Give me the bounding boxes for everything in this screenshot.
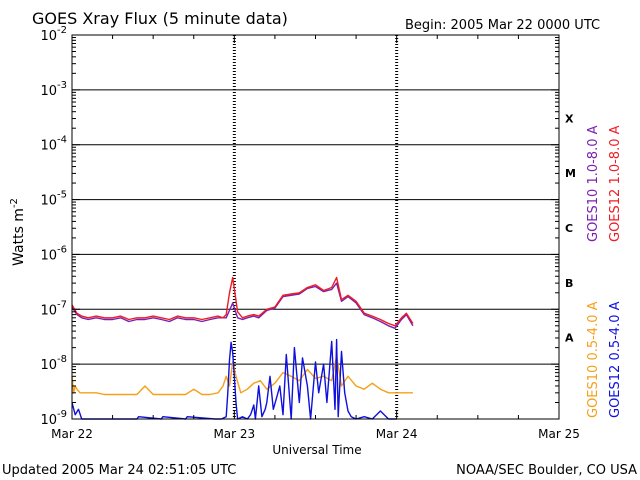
credit-text: NOAA/SEC Boulder, CO USA — [456, 463, 637, 478]
y-axis-label-exponent: -2 — [9, 198, 20, 208]
plot-frame — [71, 34, 560, 420]
y-tick-label: 10-2 — [40, 25, 67, 44]
chart-title: GOES Xray Flux (5 minute data) — [32, 9, 288, 28]
x-tick-label: Mar 22 — [51, 427, 93, 441]
flare-class-label: C — [565, 222, 573, 235]
y-tick-label: 10-7 — [40, 299, 67, 318]
series-goes12-short — [71, 338, 397, 420]
x-axis-label: Universal Time — [272, 443, 361, 457]
y-tick-label: 10-5 — [40, 190, 67, 209]
legend-goes10-long: GOES10 1.0-8.0 A — [586, 125, 601, 242]
series-goes10-long — [71, 282, 414, 329]
series-goes10-short — [71, 355, 413, 396]
y-tick-label: 10-4 — [40, 135, 67, 154]
series-goes12-long — [71, 276, 414, 327]
y-tick-label: 10-8 — [40, 354, 67, 373]
legend-goes12-long: GOES12 1.0-8.0 A — [608, 125, 623, 242]
series-layer — [71, 276, 414, 420]
y-tick-label: 10-3 — [40, 80, 67, 99]
begin-date: Begin: 2005 Mar 22 0000 UTC — [405, 18, 600, 33]
flare-class-label: X — [565, 112, 574, 125]
y-tick-label: 10-6 — [40, 244, 67, 263]
flare-class-label: M — [565, 167, 576, 180]
updated-timestamp: Updated 2005 Mar 24 02:51:05 UTC — [2, 463, 236, 478]
grid-layer — [72, 35, 559, 419]
x-tick-label: Mar 25 — [538, 427, 580, 441]
x-tick-label: Mar 23 — [213, 427, 255, 441]
legend-goes12-short: GOES12 0.5-4.0 A — [608, 301, 623, 418]
y-axis-label: Watts m-2 — [9, 198, 27, 266]
y-tick-label: 10-9 — [40, 409, 67, 428]
flare-class-label: A — [565, 332, 574, 345]
x-tick-label: Mar 24 — [376, 427, 418, 441]
legend-goes10-short: GOES10 0.5-4.0 A — [586, 301, 601, 418]
flare-class-label: B — [565, 277, 573, 290]
